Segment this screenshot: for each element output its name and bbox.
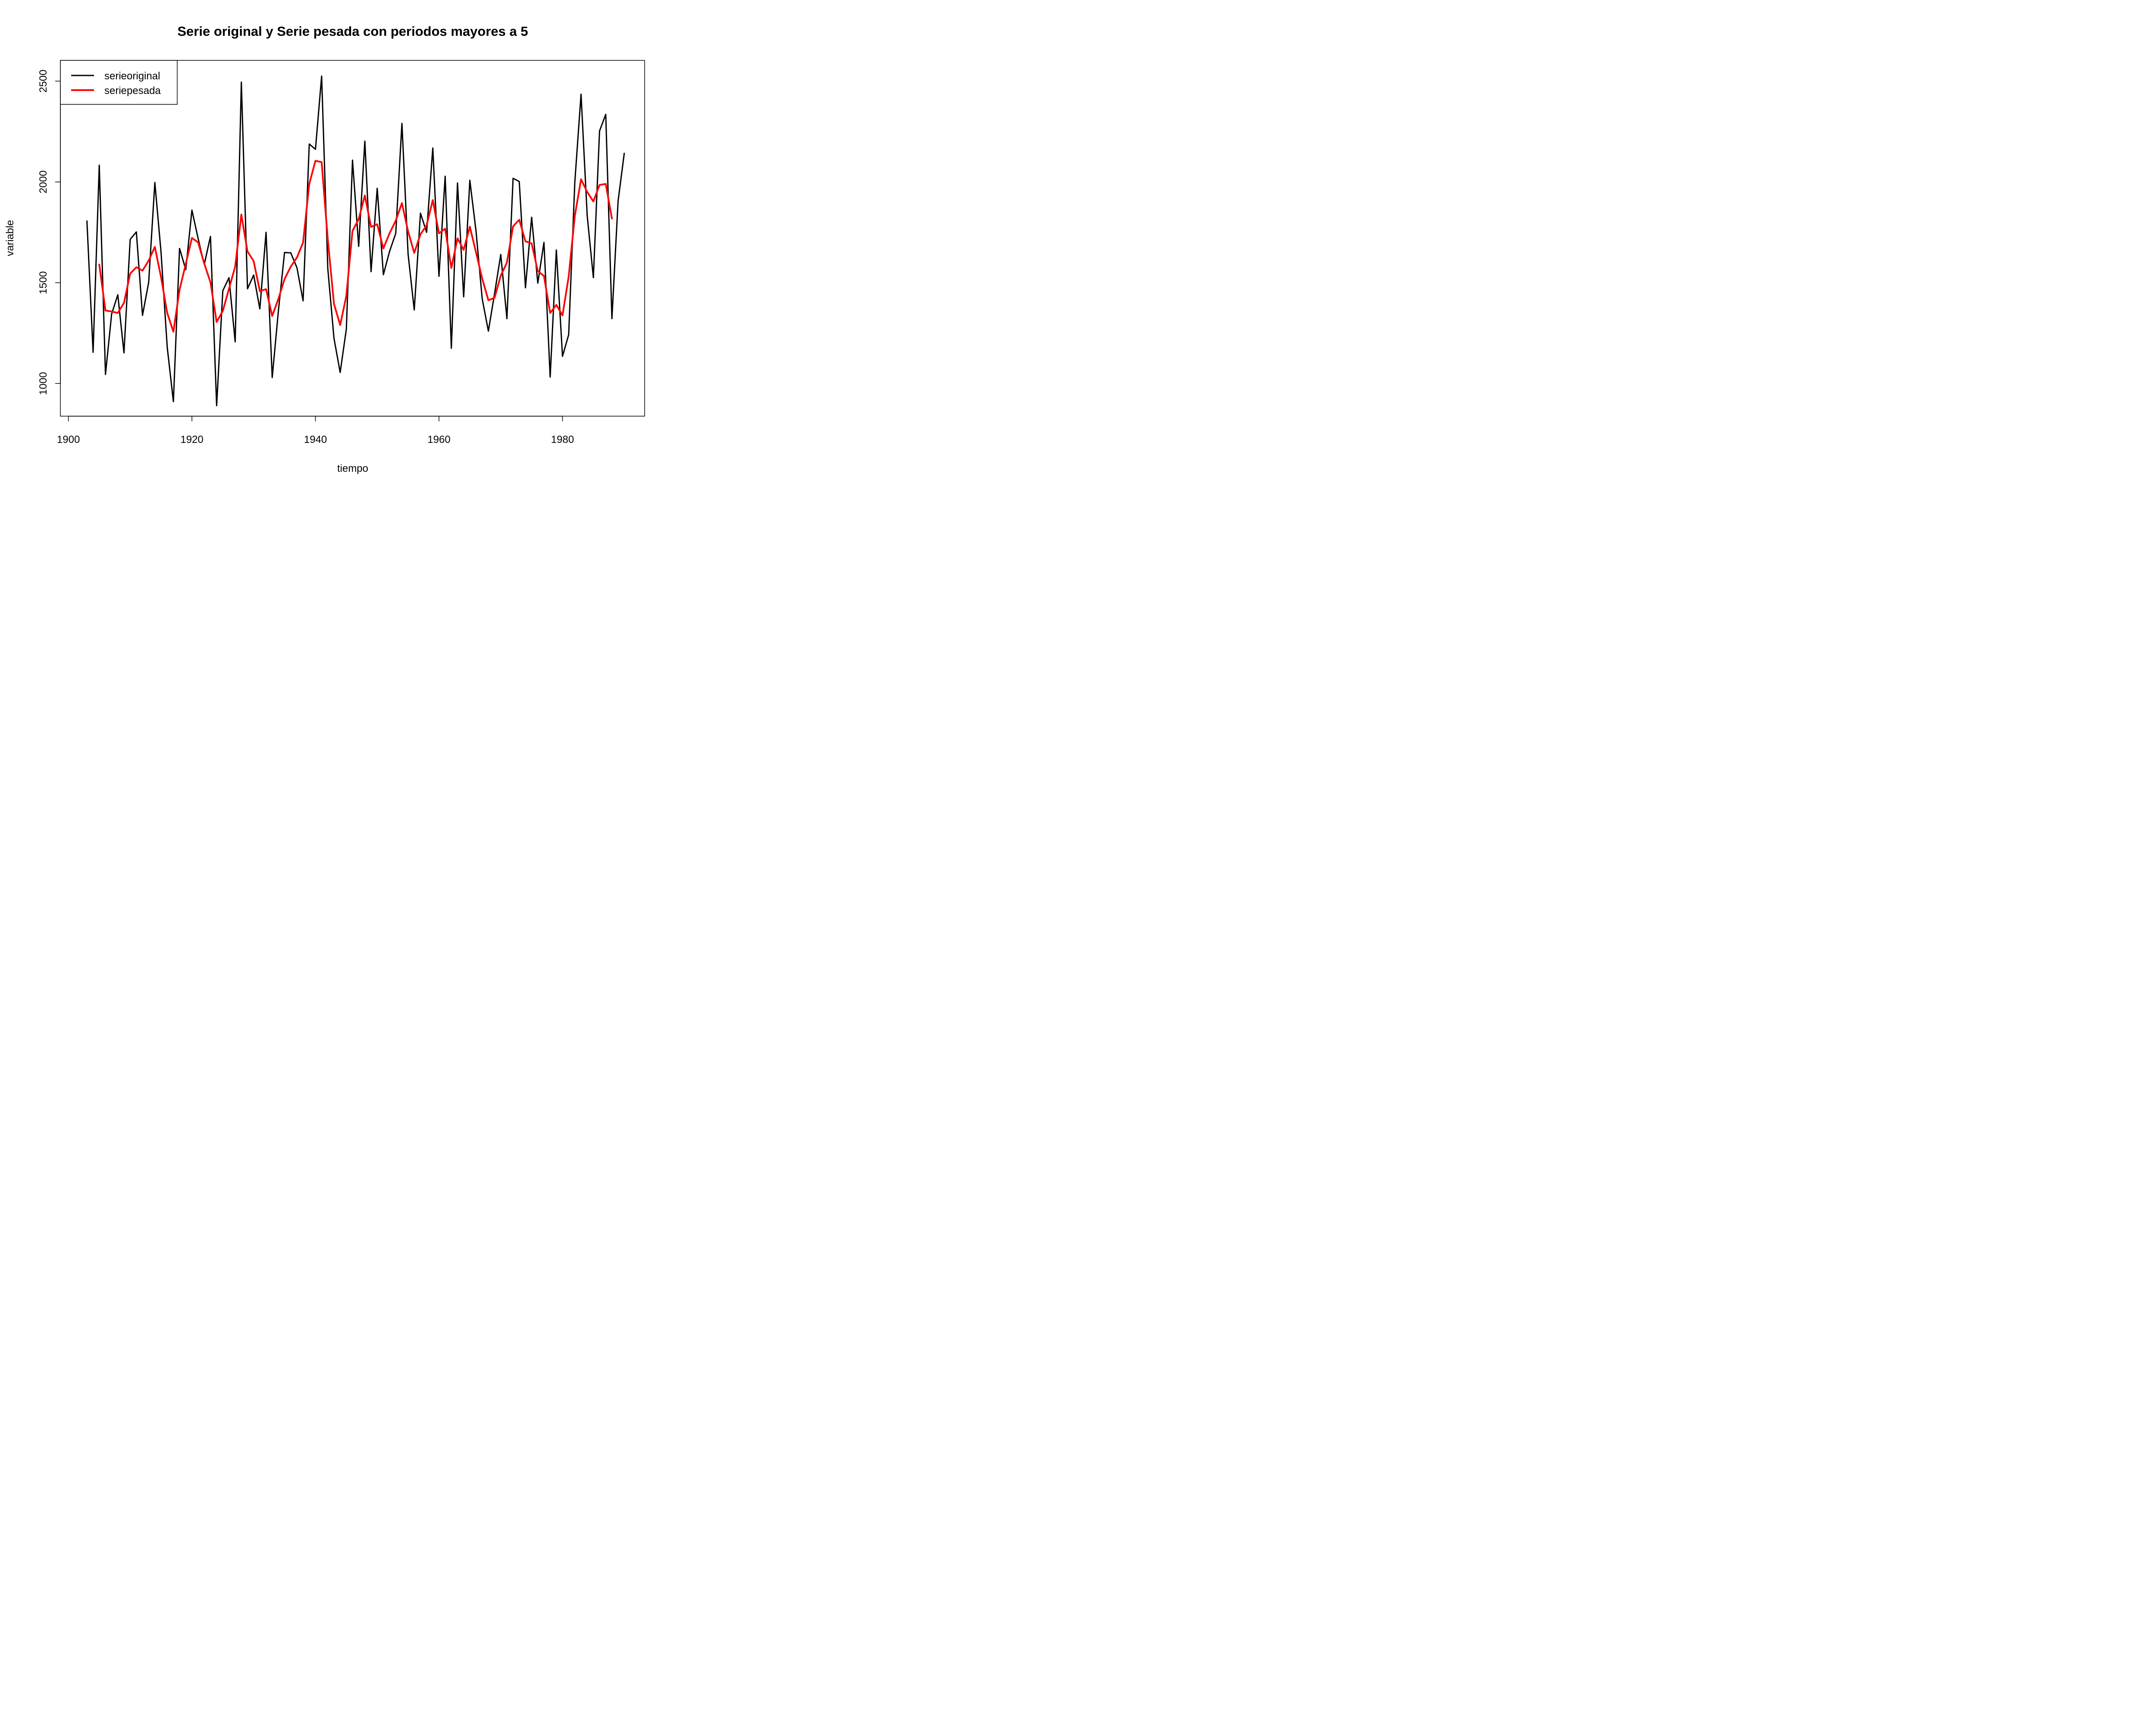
x-tick-label: 1920 bbox=[180, 434, 203, 445]
y-axis: 1000 1500 2000 2500 bbox=[38, 69, 61, 395]
x-tick-label: 1900 bbox=[57, 434, 80, 445]
y-tick-label: 2000 bbox=[38, 170, 49, 193]
y-tick-label: 1000 bbox=[38, 372, 49, 395]
series-line-seriepesada bbox=[98, 160, 613, 333]
x-axis-label: tiempo bbox=[337, 463, 368, 474]
y-tick-label: 2500 bbox=[38, 69, 49, 92]
y-axis-label: variable bbox=[4, 220, 16, 256]
y-tick-label: 1500 bbox=[38, 271, 49, 294]
legend-label-seriepesada: seriepesada bbox=[104, 85, 161, 97]
x-tick-label: 1980 bbox=[551, 434, 574, 445]
x-tick-label: 1960 bbox=[427, 434, 450, 445]
series-line-serieoriginal bbox=[86, 75, 625, 407]
x-tick-label: 1940 bbox=[304, 434, 327, 445]
series-layer bbox=[86, 75, 625, 407]
chart: Serie original y Serie pesada con period… bbox=[4, 24, 645, 474]
legend: serieoriginal seriepesada bbox=[60, 60, 178, 105]
legend-label-serieoriginal: serieoriginal bbox=[104, 70, 160, 82]
chart-title: Serie original y Serie pesada con period… bbox=[177, 24, 528, 39]
x-axis: 1900 1920 1940 1960 1980 bbox=[57, 416, 574, 445]
legend-box bbox=[60, 60, 178, 105]
